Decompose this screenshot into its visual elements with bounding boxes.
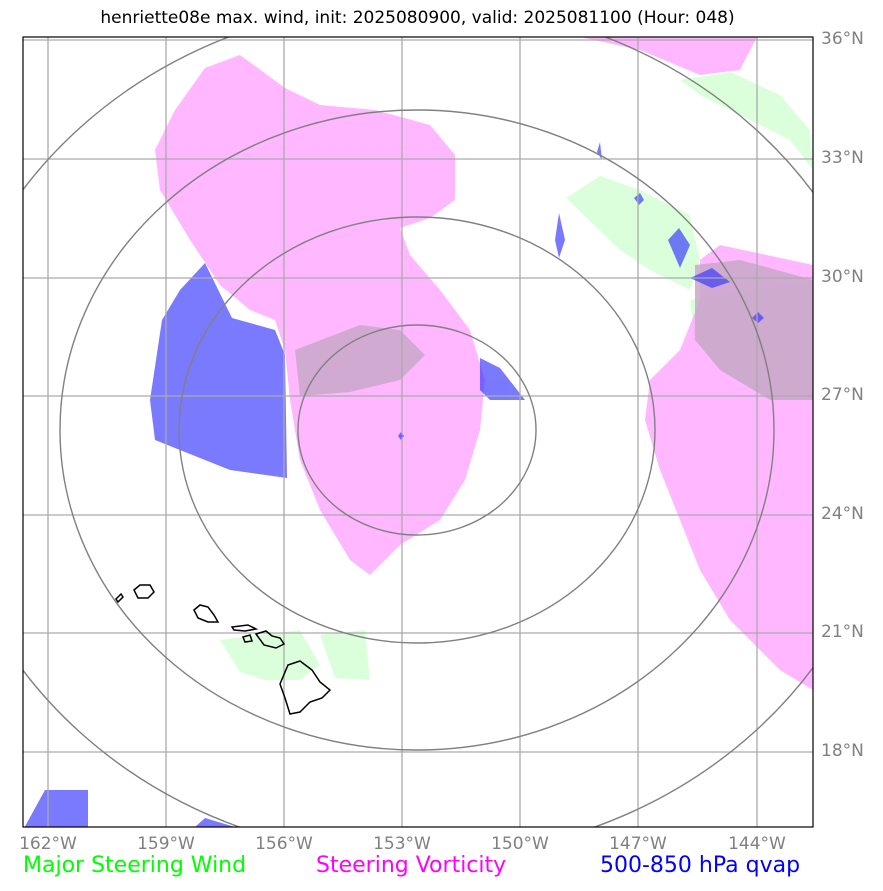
lat-label-24n: 24°N: [821, 504, 864, 524]
range-rings: [23, 37, 813, 827]
lon-label-144w: 144°W: [728, 834, 786, 854]
legend-steering-vorticity: Steering Vorticity: [316, 853, 507, 878]
lon-label-156w: 156°W: [255, 834, 313, 854]
lon-label-159w: 159°W: [137, 834, 195, 854]
lon-label-162w: 162°W: [19, 834, 77, 854]
legend-qvap: 500-850 hPa qvap: [600, 853, 801, 878]
lat-label-30n: 30°N: [821, 267, 864, 287]
lon-label-147w: 147°W: [609, 834, 667, 854]
lat-label-33n: 33°N: [821, 148, 864, 168]
coastlines: [115, 584, 332, 715]
lon-label-153w: 153°W: [373, 834, 431, 854]
lon-label-150w: 150°W: [491, 834, 549, 854]
overlap-areas: [295, 260, 813, 400]
lat-label-21n: 21°N: [821, 622, 864, 642]
plot-frame: [22, 36, 814, 828]
storm-center-marker: [399, 434, 403, 438]
lat-label-18n: 18°N: [821, 741, 864, 761]
lat-label-36n: 36°N: [821, 29, 864, 49]
map-title: henriette08e max. wind, init: 2025080900…: [100, 8, 735, 28]
legend-steering-wind: Major Steering Wind: [23, 853, 247, 878]
lat-label-27n: 27°N: [821, 385, 864, 405]
gridlines: [23, 37, 813, 827]
